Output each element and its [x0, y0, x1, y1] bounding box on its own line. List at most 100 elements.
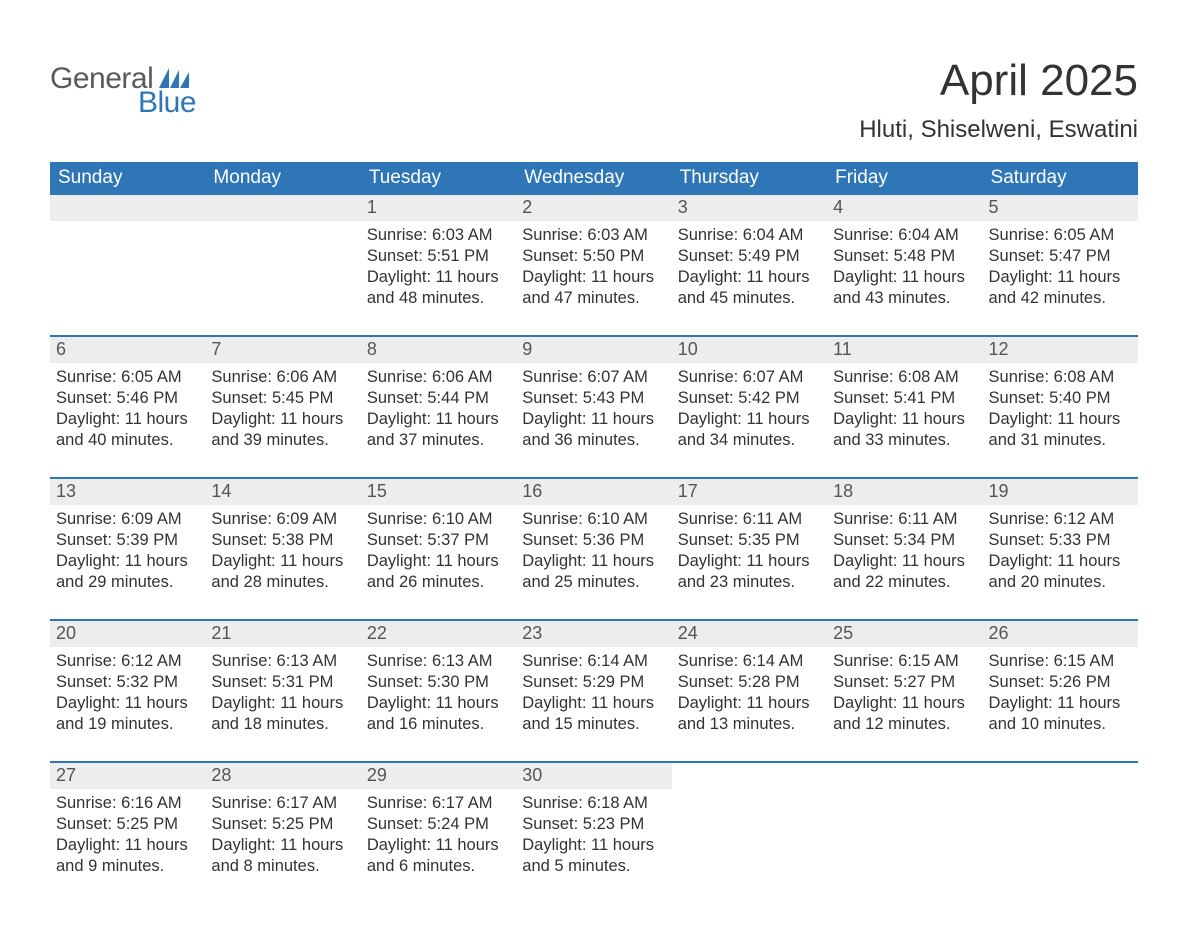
- daylight-text-2: and 10 minutes.: [989, 714, 1132, 735]
- daylight-text-1: Daylight: 11 hours: [211, 835, 354, 856]
- sunrise-text: Sunrise: 6:08 AM: [989, 367, 1132, 388]
- sunrise-text: Sunrise: 6:15 AM: [989, 651, 1132, 672]
- sunrise-text: Sunrise: 6:07 AM: [522, 367, 665, 388]
- weekday-header: Thursday: [672, 162, 827, 195]
- sunset-text: Sunset: 5:43 PM: [522, 388, 665, 409]
- calendar-day: 22Sunrise: 6:13 AMSunset: 5:30 PMDayligh…: [361, 621, 516, 743]
- day-number: 13: [50, 479, 205, 505]
- day-details: [983, 789, 1138, 797]
- calendar-week: 20Sunrise: 6:12 AMSunset: 5:32 PMDayligh…: [50, 619, 1138, 743]
- calendar-day: 12 Sunrise: 6:08 AMSunset: 5:40 PMDayligh…: [983, 337, 1138, 459]
- daylight-text-1: Daylight: 11 hours: [56, 835, 199, 856]
- calendar-day: 4Sunrise: 6:04 AMSunset: 5:48 PMDaylight…: [827, 195, 982, 317]
- day-number: [205, 195, 360, 221]
- daylight-text-1: Daylight: 11 hours: [989, 267, 1132, 288]
- daylight-text-1: Daylight: 11 hours: [367, 267, 510, 288]
- sunrise-text: Sunrise: 6:09 AM: [211, 509, 354, 530]
- daylight-text-1: Daylight: 11 hours: [989, 551, 1132, 572]
- sunrise-text: Sunrise: 6:07 AM: [678, 367, 821, 388]
- day-number: 2: [516, 195, 671, 221]
- day-details: Sunrise: 6:07 AMSunset: 5:42 PMDaylight:…: [672, 363, 827, 455]
- daylight-text-2: and 28 minutes.: [211, 572, 354, 593]
- day-details: Sunrise: 6:09 AMSunset: 5:38 PMDaylight:…: [205, 505, 360, 597]
- calendar-day: 14Sunrise: 6:09 AMSunset: 5:38 PMDayligh…: [205, 479, 360, 601]
- sunset-text: Sunset: 5:24 PM: [367, 814, 510, 835]
- calendar-grid: Sunday Monday Tuesday Wednesday Thursday…: [50, 162, 1138, 885]
- daylight-text-1: Daylight: 11 hours: [522, 551, 665, 572]
- calendar-week: 1Sunrise: 6:03 AMSunset: 5:51 PMDaylight…: [50, 195, 1138, 317]
- sunrise-text: Sunrise: 6:18 AM: [522, 793, 665, 814]
- daylight-text-1: Daylight: 11 hours: [367, 693, 510, 714]
- calendar-day: 21Sunrise: 6:13 AMSunset: 5:31 PMDayligh…: [205, 621, 360, 743]
- calendar-day: 5Sunrise: 6:05 AMSunset: 5:47 PMDaylight…: [983, 195, 1138, 317]
- day-details: Sunrise: 6:04 AMSunset: 5:48 PMDaylight:…: [827, 221, 982, 313]
- daylight-text-2: and 12 minutes.: [833, 714, 976, 735]
- day-number: 17: [672, 479, 827, 505]
- calendar-day: 6Sunrise: 6:05 AMSunset: 5:46 PMDaylight…: [50, 337, 205, 459]
- day-number: 14: [205, 479, 360, 505]
- daylight-text-2: and 19 minutes.: [56, 714, 199, 735]
- daylight-text-1: Daylight: 11 hours: [367, 835, 510, 856]
- daylight-text-1: Daylight: 11 hours: [56, 551, 199, 572]
- day-number: 12: [983, 337, 1138, 363]
- calendar-week: 27Sunrise: 6:16 AMSunset: 5:25 PMDayligh…: [50, 761, 1138, 885]
- daylight-text-2: and 26 minutes.: [367, 572, 510, 593]
- day-number: 9: [516, 337, 671, 363]
- daylight-text-1: Daylight: 11 hours: [211, 551, 354, 572]
- day-details: Sunrise: 6:10 AMSunset: 5:36 PMDaylight:…: [516, 505, 671, 597]
- day-details: Sunrise: 6:07 AMSunset: 5:43 PMDaylight:…: [516, 363, 671, 455]
- sunset-text: Sunset: 5:40 PM: [989, 388, 1132, 409]
- day-number: [983, 763, 1138, 789]
- daylight-text-1: Daylight: 11 hours: [989, 693, 1132, 714]
- location-text: Hluti, Shiselweni, Eswatini: [859, 116, 1138, 144]
- sunrise-text: Sunrise: 6:06 AM: [211, 367, 354, 388]
- day-details: Sunrise: 6:16 AMSunset: 5:25 PMDaylight:…: [50, 789, 205, 881]
- calendar-day: 19Sunrise: 6:12 AMSunset: 5:33 PMDayligh…: [983, 479, 1138, 601]
- day-details: Sunrise: 6:06 AMSunset: 5:45 PMDaylight:…: [205, 363, 360, 455]
- day-details: Sunrise: 6:15 AMSunset: 5:26 PMDaylight:…: [983, 647, 1138, 739]
- day-number: [672, 763, 827, 789]
- day-number: 11: [827, 337, 982, 363]
- daylight-text-2: and 48 minutes.: [367, 288, 510, 309]
- daylight-text-2: and 42 minutes.: [989, 288, 1132, 309]
- sunrise-text: Sunrise: 6:05 AM: [56, 367, 199, 388]
- weeks-container: 1Sunrise: 6:03 AMSunset: 5:51 PMDaylight…: [50, 195, 1138, 885]
- calendar-day: 27Sunrise: 6:16 AMSunset: 5:25 PMDayligh…: [50, 763, 205, 885]
- day-number: 16: [516, 479, 671, 505]
- daylight-text-1: Daylight: 11 hours: [989, 409, 1132, 430]
- weekday-header: Sunday: [50, 162, 205, 195]
- day-number: 15: [361, 479, 516, 505]
- sunrise-text: Sunrise: 6:12 AM: [56, 651, 199, 672]
- sunset-text: Sunset: 5:39 PM: [56, 530, 199, 551]
- day-details: Sunrise: 6:05 AMSunset: 5:46 PMDaylight:…: [50, 363, 205, 455]
- day-details: Sunrise: 6:18 AMSunset: 5:23 PMDaylight:…: [516, 789, 671, 881]
- daylight-text-2: and 9 minutes.: [56, 856, 199, 877]
- daylight-text-1: Daylight: 11 hours: [833, 551, 976, 572]
- calendar-day: 23Sunrise: 6:14 AMSunset: 5:29 PMDayligh…: [516, 621, 671, 743]
- daylight-text-1: Daylight: 11 hours: [56, 693, 199, 714]
- day-number: 25: [827, 621, 982, 647]
- daylight-text-2: and 25 minutes.: [522, 572, 665, 593]
- day-details: Sunrise: 6:13 AMSunset: 5:31 PMDaylight:…: [205, 647, 360, 739]
- sunset-text: Sunset: 5:38 PM: [211, 530, 354, 551]
- day-details: Sunrise: 6:08 AMSunset: 5:41 PMDaylight:…: [827, 363, 982, 455]
- weekday-header: Saturday: [983, 162, 1138, 195]
- sunset-text: Sunset: 5:29 PM: [522, 672, 665, 693]
- day-number: [50, 195, 205, 221]
- sunrise-text: Sunrise: 6:15 AM: [833, 651, 976, 672]
- day-details: [50, 221, 205, 229]
- day-details: Sunrise: 6:12 AMSunset: 5:33 PMDaylight:…: [983, 505, 1138, 597]
- sunset-text: Sunset: 5:31 PM: [211, 672, 354, 693]
- weekday-header: Friday: [827, 162, 982, 195]
- day-number: 27: [50, 763, 205, 789]
- page-header: General Blue April 2025 Hluti, Shiselwen…: [50, 56, 1138, 144]
- sunrise-text: Sunrise: 6:14 AM: [522, 651, 665, 672]
- daylight-text-2: and 33 minutes.: [833, 430, 976, 451]
- day-number: 10: [672, 337, 827, 363]
- daylight-text-1: Daylight: 11 hours: [522, 267, 665, 288]
- calendar-week: 6Sunrise: 6:05 AMSunset: 5:46 PMDaylight…: [50, 335, 1138, 459]
- sunset-text: Sunset: 5:46 PM: [56, 388, 199, 409]
- day-number: 21: [205, 621, 360, 647]
- sunset-text: Sunset: 5:35 PM: [678, 530, 821, 551]
- sunset-text: Sunset: 5:26 PM: [989, 672, 1132, 693]
